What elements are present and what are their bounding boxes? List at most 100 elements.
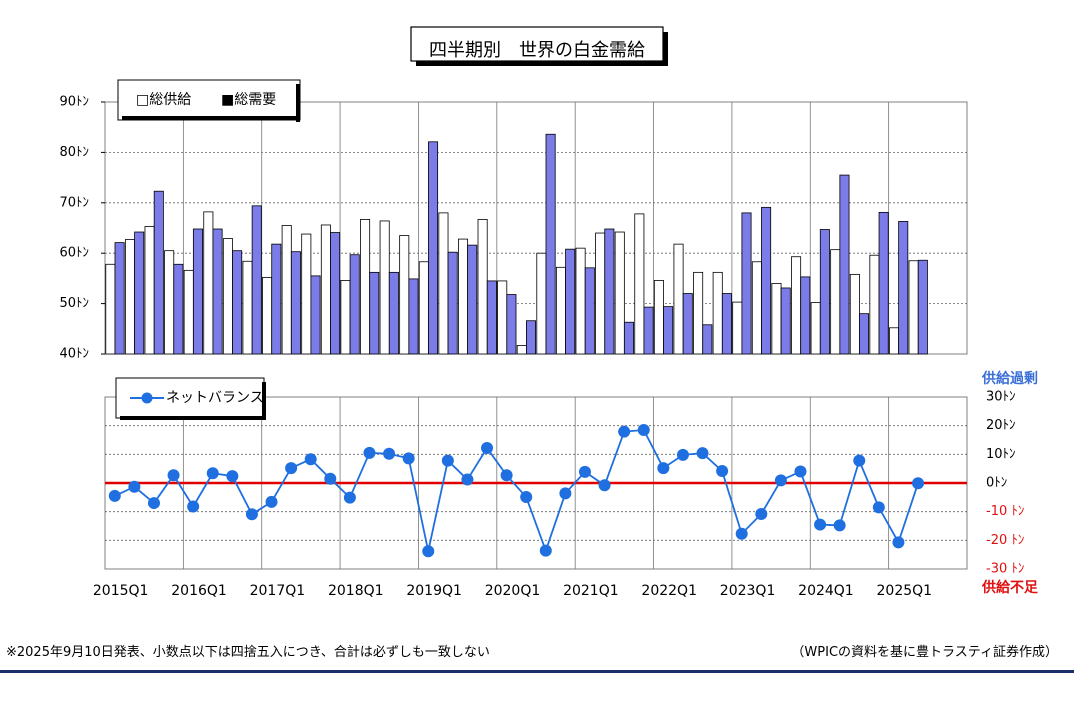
x-tick-label: 2022Q1 <box>641 583 697 599</box>
balance-point <box>147 497 160 510</box>
balance-point <box>383 447 396 460</box>
balance-point <box>520 491 533 504</box>
supply-bar <box>810 302 821 355</box>
balance-point <box>461 473 474 486</box>
supply-bar <box>516 345 527 355</box>
y-tick-label: 40ﾄﾝ <box>59 347 89 362</box>
x-tick-label: 2015Q1 <box>93 583 149 599</box>
balance-point <box>343 491 356 504</box>
supply-bar <box>653 280 664 355</box>
balance-point <box>657 462 670 475</box>
demand-bar <box>545 133 556 355</box>
balance-point <box>245 508 258 521</box>
supply-bar <box>105 263 116 355</box>
supply-bar <box>144 226 155 355</box>
supply-bar <box>438 212 449 355</box>
balance-point <box>226 470 239 483</box>
balance-point <box>500 469 513 482</box>
demand-bar <box>839 174 850 355</box>
balance-point <box>128 480 141 493</box>
demand-bar <box>388 271 399 355</box>
demand-bar <box>428 141 439 355</box>
demand-bar <box>604 228 615 355</box>
demand-bar <box>290 251 301 355</box>
supply-bar <box>379 220 390 355</box>
demand-bar <box>486 280 497 355</box>
supply-bar <box>693 271 704 355</box>
demand-bar <box>682 293 693 355</box>
supply-bar <box>124 239 135 355</box>
balance-point <box>363 446 376 459</box>
balance-point <box>696 447 709 460</box>
balance-point <box>265 495 278 508</box>
supply-bar <box>771 283 782 355</box>
supply-bar <box>262 276 273 355</box>
supply-bar <box>301 233 312 355</box>
demand-bar <box>408 278 419 355</box>
demand-bar <box>663 306 674 355</box>
right-tick-label: 10ﾄﾝ <box>986 447 1016 462</box>
demand-bar <box>369 271 380 355</box>
x-tick-label: 2021Q1 <box>563 583 619 599</box>
supply-bar <box>889 327 900 355</box>
supply-bar <box>634 213 645 355</box>
balance-point <box>285 462 298 475</box>
supply-bar <box>222 238 233 355</box>
balance-point <box>441 454 454 467</box>
demand-bar <box>800 276 811 355</box>
balance-point <box>167 469 180 482</box>
demand-bar <box>192 228 203 355</box>
chart-title: 四半期別 世界の白金需給 <box>429 40 645 61</box>
supply-bar <box>340 280 351 355</box>
demand-bar <box>643 306 654 355</box>
balance-point <box>402 452 415 465</box>
supply-bar <box>418 261 429 355</box>
supply-bar <box>242 260 253 355</box>
supply-bar <box>164 250 175 355</box>
demand-bar <box>153 190 164 355</box>
balance-point <box>892 536 905 549</box>
supply-bar <box>869 254 880 355</box>
chart-title-box: 四半期別 世界の白金需給 <box>410 26 668 66</box>
supply-bar <box>595 232 606 355</box>
supply-demand-chart: 四半期別 世界の白金需給 90ﾄﾝ 80ﾄﾝ 70ﾄﾝ 60ﾄﾝ 50ﾄﾝ 40ﾄﾝ □総… <box>59 26 1039 599</box>
demand-bar <box>114 242 125 355</box>
y-tick-label: 80ﾄﾝ <box>59 145 89 160</box>
supply-bar <box>614 231 625 355</box>
balance-point <box>304 453 317 466</box>
balance-point <box>598 479 611 492</box>
demand-bar <box>271 243 282 355</box>
right-tick-label: 20ﾄﾝ <box>986 418 1016 433</box>
balance-point <box>794 465 807 478</box>
supply-bar <box>908 260 919 355</box>
x-tick-label: 2024Q1 <box>798 583 854 599</box>
balance-point <box>206 467 219 480</box>
balance-point <box>637 423 650 436</box>
demand-bar <box>584 267 595 355</box>
demand-bar <box>878 211 889 355</box>
demand-bar <box>173 263 184 355</box>
x-tick-label: 2018Q1 <box>328 583 384 599</box>
supply-bar <box>399 235 410 355</box>
demand-bar <box>330 232 341 355</box>
x-tick-label: 2016Q1 <box>171 583 227 599</box>
demand-bar <box>467 244 478 355</box>
right-tick-label: 30ﾄﾝ <box>986 390 1016 405</box>
x-tick-label: 2025Q1 <box>877 583 933 599</box>
x-tick-label: 2019Q1 <box>406 583 462 599</box>
balance-point <box>853 454 866 467</box>
y-tick-label: 70ﾄﾝ <box>59 195 89 210</box>
legend-supply: □総供給 <box>136 92 191 108</box>
balance-point <box>755 507 768 520</box>
deficit-label: 供給不足 <box>981 579 1039 596</box>
demand-bar <box>702 324 713 355</box>
demand-bar <box>447 251 458 355</box>
x-tick-label: 2020Q1 <box>485 583 541 599</box>
balance-point <box>108 489 121 502</box>
x-tick-label: 2023Q1 <box>720 583 776 599</box>
demand-bar <box>310 275 321 355</box>
supply-bar <box>712 271 723 355</box>
demand-bar <box>349 254 360 355</box>
demand-bar <box>917 259 928 355</box>
footnote-right: （WPICの資料を基に豊トラスティ証券作成） <box>791 645 1058 660</box>
